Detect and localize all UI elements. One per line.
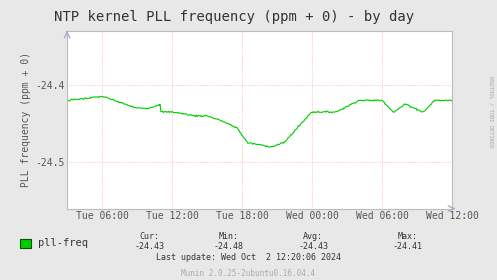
Text: Munin 2.0.25-2ubuntu0.16.04.4: Munin 2.0.25-2ubuntu0.16.04.4 <box>181 269 316 277</box>
Text: Max:: Max: <box>398 232 417 241</box>
Text: Last update: Wed Oct  2 12:20:06 2024: Last update: Wed Oct 2 12:20:06 2024 <box>156 253 341 262</box>
Text: Min:: Min: <box>219 232 239 241</box>
Text: NTP kernel PLL frequency (ppm + 0) - by day: NTP kernel PLL frequency (ppm + 0) - by … <box>54 10 414 24</box>
Text: -24.43: -24.43 <box>298 242 328 251</box>
Text: Cur:: Cur: <box>139 232 159 241</box>
Text: RRDTOOL / TOBI OETIKER: RRDTOOL / TOBI OETIKER <box>488 76 493 148</box>
Y-axis label: PLL frequency (ppm + 0): PLL frequency (ppm + 0) <box>21 52 31 187</box>
Text: -24.48: -24.48 <box>214 242 244 251</box>
Text: pll-freq: pll-freq <box>38 238 88 248</box>
Text: Avg:: Avg: <box>303 232 323 241</box>
Text: -24.41: -24.41 <box>393 242 422 251</box>
Text: -24.43: -24.43 <box>134 242 164 251</box>
